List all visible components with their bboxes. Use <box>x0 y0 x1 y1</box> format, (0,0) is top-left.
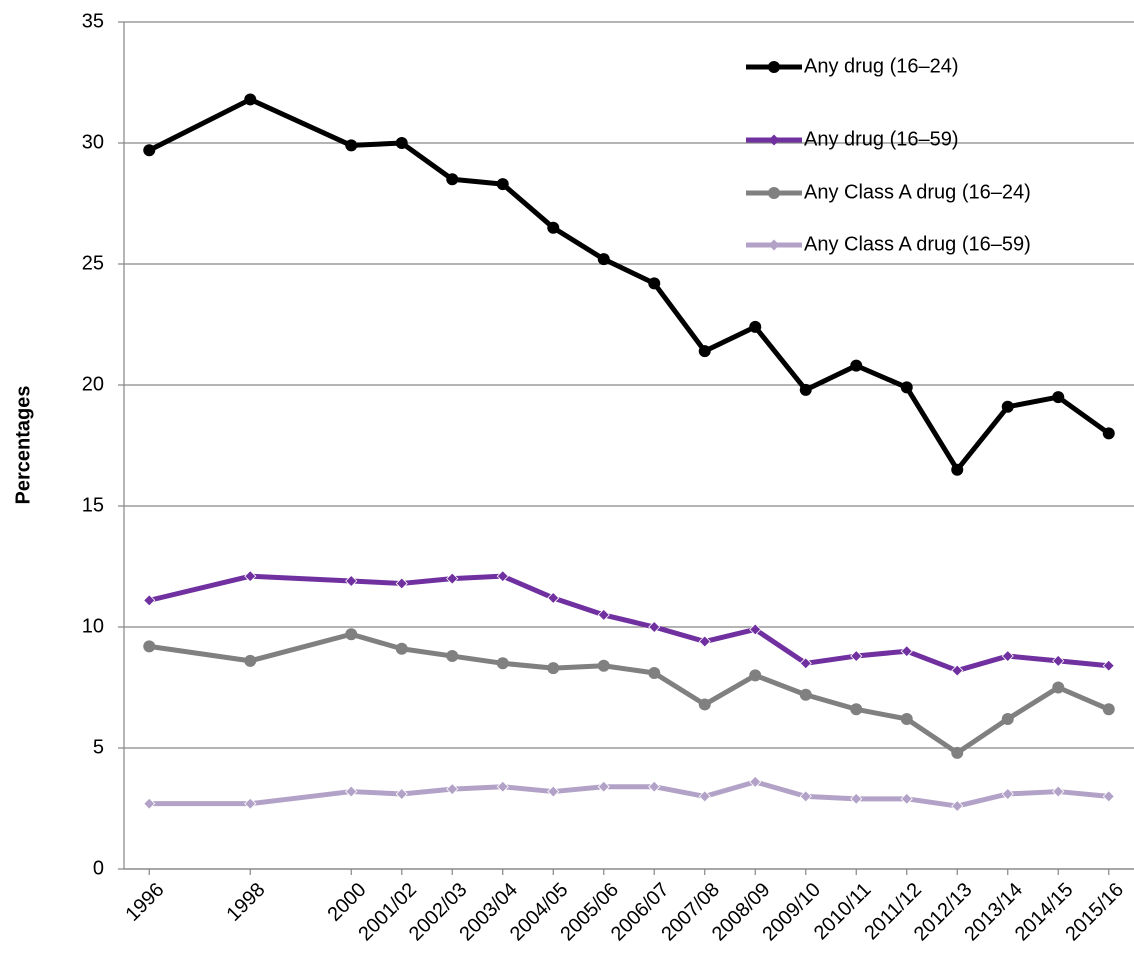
y-tick-label: 20 <box>82 373 104 395</box>
marker <box>648 620 661 634</box>
marker <box>1102 659 1115 672</box>
marker <box>345 139 358 152</box>
marker <box>1052 681 1065 694</box>
marker <box>446 572 459 585</box>
y-tick-label: 5 <box>93 736 104 758</box>
marker <box>648 277 661 290</box>
y-tick-label: 15 <box>82 494 104 516</box>
legend-marker <box>768 187 780 199</box>
x-tick-label: 2000 <box>323 879 370 926</box>
marker <box>850 792 863 805</box>
legend-marker <box>768 134 780 146</box>
marker <box>143 594 156 607</box>
marker <box>648 666 661 679</box>
marker <box>951 664 964 677</box>
marker <box>244 93 257 106</box>
marker <box>1102 427 1115 440</box>
marker <box>749 775 762 788</box>
marker <box>951 800 964 813</box>
marker <box>395 137 408 149</box>
marker <box>244 797 257 810</box>
marker <box>496 570 509 583</box>
series-line <box>148 96 1111 473</box>
marker <box>547 785 560 798</box>
marker <box>1001 649 1014 663</box>
marker <box>345 574 358 588</box>
legend-marker <box>768 61 780 73</box>
marker <box>698 698 711 711</box>
marker <box>698 790 711 803</box>
marker <box>244 570 257 583</box>
y-tick-label: 10 <box>82 615 104 637</box>
marker <box>900 645 913 658</box>
marker <box>395 642 408 655</box>
marker <box>446 173 459 186</box>
marker <box>395 577 408 590</box>
marker <box>1102 790 1115 803</box>
marker <box>1052 654 1065 667</box>
marker <box>547 591 560 605</box>
marker <box>547 662 560 675</box>
series-line <box>149 779 1109 809</box>
marker <box>143 144 156 157</box>
marker <box>395 787 408 801</box>
marker <box>900 712 913 725</box>
marker <box>244 654 257 667</box>
marker <box>496 178 509 191</box>
legend-label: Any Class A drug (16–59) <box>804 233 1031 255</box>
marker <box>345 785 358 798</box>
marker <box>143 640 156 653</box>
marker <box>1102 703 1115 716</box>
marker <box>799 790 812 803</box>
marker <box>648 780 661 793</box>
marker <box>749 320 762 333</box>
x-tick-label: 1996 <box>121 879 168 926</box>
marker <box>446 650 459 663</box>
marker <box>597 608 610 621</box>
legend: Any drug (16–24) Any drug (16–59) Any Clas… <box>746 55 1031 255</box>
y-tick-label: 0 <box>93 857 104 879</box>
legend-label: Any drug (16–59) <box>804 128 959 150</box>
marker <box>1052 391 1065 404</box>
marker <box>345 628 358 641</box>
series-line <box>148 631 1110 756</box>
marker <box>1001 400 1014 413</box>
y-tick-label: 25 <box>82 252 104 274</box>
marker <box>850 359 863 372</box>
y-tick-label: 35 <box>82 10 104 32</box>
marker <box>597 253 610 266</box>
marker <box>951 746 964 759</box>
marker <box>496 657 509 670</box>
marker <box>597 659 610 672</box>
legend-marker <box>768 239 780 251</box>
marker <box>749 623 762 636</box>
marker <box>698 345 711 358</box>
series-line <box>148 573 1109 674</box>
marker <box>951 463 964 476</box>
marker <box>900 381 913 394</box>
marker <box>799 688 812 701</box>
marker <box>446 783 459 796</box>
y-tick-label: 30 <box>82 131 104 153</box>
legend-label: Any drug (16–24) <box>804 55 959 77</box>
marker <box>900 792 913 805</box>
y-axis-label: Percentages <box>12 386 34 505</box>
legend-label: Any Class A drug (16–24) <box>804 181 1031 203</box>
x-tick-label: 1998 <box>222 879 269 926</box>
marker <box>799 657 812 670</box>
marker <box>143 797 156 810</box>
marker <box>749 669 762 682</box>
marker <box>1001 712 1014 725</box>
marker <box>597 780 610 793</box>
marker <box>698 635 711 648</box>
marker <box>496 780 509 793</box>
marker <box>850 649 863 663</box>
marker <box>1052 785 1065 798</box>
marker <box>799 383 812 396</box>
marker <box>850 703 863 716</box>
marker <box>547 221 560 234</box>
marker <box>1001 787 1014 801</box>
